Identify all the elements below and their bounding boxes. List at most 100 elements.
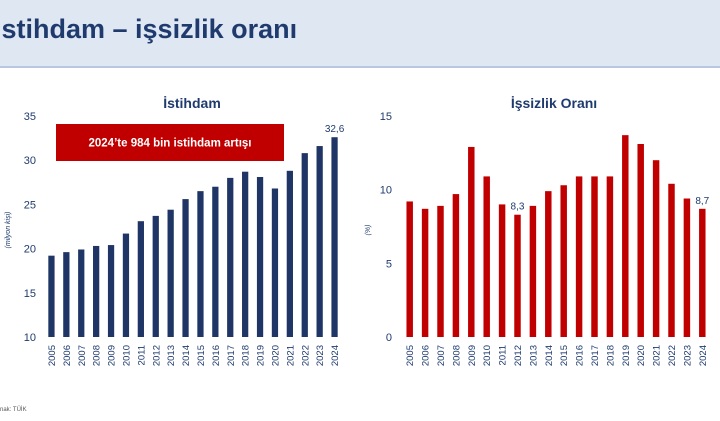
bar-2012	[152, 215, 159, 337]
bar-2009	[468, 146, 475, 337]
data-label: 8,3	[511, 202, 525, 213]
y-tick-label: 0	[386, 332, 392, 344]
x-tick-label: 2015	[559, 345, 570, 366]
bar-2024	[331, 137, 338, 337]
x-tick-label: 2020	[636, 345, 647, 366]
bar-2019	[256, 176, 264, 337]
bar-2006	[63, 252, 70, 337]
x-tick-label: 2008	[92, 345, 103, 366]
data-label: 32,6	[325, 124, 345, 135]
annotation-text: 2024’te 984 bin istihdam artışı	[89, 138, 252, 150]
title-bar-divider	[0, 66, 720, 68]
page-title: istihdam – işsizlik oranı	[0, 14, 298, 44]
x-tick-label: 2013	[166, 345, 177, 366]
bar-2008	[452, 194, 460, 337]
bar-2011	[498, 204, 506, 337]
x-tick-label: 2006	[62, 345, 73, 366]
x-tick-label: 2010	[482, 345, 493, 366]
bar-2023	[683, 198, 691, 337]
bar-2013	[167, 209, 174, 337]
y-tick-label: 15	[380, 111, 392, 123]
x-tick-label: 2016	[211, 345, 222, 366]
bar-2021	[286, 170, 293, 337]
x-tick-label: 2018	[241, 345, 252, 366]
title-bar	[0, 0, 720, 66]
bar-2011	[137, 221, 144, 337]
bar-2016	[212, 186, 219, 337]
y-tick-label: 10	[24, 332, 36, 344]
x-tick-label: 2023	[315, 345, 326, 366]
x-tick-label: 2012	[513, 345, 524, 366]
x-tick-label: 2022	[300, 345, 311, 366]
bar-2018	[606, 176, 614, 337]
x-tick-label: 2011	[136, 345, 147, 365]
bar-2016	[575, 176, 583, 337]
bar-2020	[637, 143, 644, 337]
bar-2005	[406, 201, 413, 337]
x-tick-label: 2020	[270, 345, 281, 366]
bar-2013	[529, 205, 537, 337]
x-tick-label: 2006	[421, 345, 432, 366]
x-tick-label: 2017	[226, 345, 237, 366]
x-tick-label: 2021	[652, 345, 663, 366]
x-tick-label: 2019	[256, 345, 267, 366]
bar-2023	[316, 146, 323, 337]
x-tick-label: 2005	[47, 345, 58, 366]
bar-2014	[182, 199, 189, 337]
data-label: 8,7	[695, 196, 709, 207]
bar-2020	[271, 188, 279, 337]
x-tick-label: 2022	[667, 345, 678, 366]
x-tick-label: 2011	[498, 345, 509, 365]
bar-2022	[668, 183, 675, 337]
y-tick-label: 15	[24, 288, 36, 300]
bar-2017	[591, 176, 598, 337]
y-tick-label: 5	[386, 258, 392, 270]
x-tick-label: 2019	[621, 345, 632, 366]
x-tick-label: 2007	[77, 345, 88, 366]
x-tick-label: 2024	[698, 345, 709, 366]
bar-2010	[122, 233, 130, 337]
x-tick-label: 2021	[285, 345, 296, 366]
x-tick-label: 2012	[151, 345, 162, 366]
bar-2005	[48, 255, 55, 337]
bar-2022	[301, 153, 308, 337]
x-tick-label: 2017	[590, 345, 601, 366]
bar-2012	[514, 214, 521, 337]
bar-2017	[227, 177, 234, 337]
x-tick-label: 2008	[451, 345, 462, 366]
bar-2006	[421, 208, 429, 337]
y-tick-label: 25	[24, 199, 36, 211]
chart-title: İşsizlik Oranı	[511, 95, 597, 111]
bar-2007	[78, 249, 85, 337]
x-tick-label: 2015	[196, 345, 207, 366]
bar-2015	[560, 185, 567, 337]
x-tick-label: 2023	[682, 345, 693, 366]
x-tick-label: 2007	[436, 345, 447, 366]
y-tick-label: 10	[380, 185, 392, 197]
bar-2015	[197, 191, 204, 337]
bar-2021	[652, 160, 660, 337]
x-tick-label: 2016	[575, 345, 586, 366]
y-tick-label: 30	[24, 155, 36, 167]
bar-2007	[437, 205, 444, 337]
y-axis-label: (%)	[365, 225, 372, 236]
x-tick-label: 2024	[330, 345, 341, 366]
x-tick-label: 2009	[107, 345, 118, 366]
bar-2018	[242, 171, 249, 337]
x-tick-label: 2014	[544, 345, 555, 366]
x-tick-label: 2010	[121, 345, 132, 366]
x-tick-label: 2005	[405, 345, 416, 366]
bar-2008	[93, 245, 100, 337]
chart-title: İstihdam	[163, 95, 221, 111]
bar-2009	[107, 245, 115, 337]
source-note: nak: TÜİK	[0, 407, 27, 413]
bar-2019	[622, 135, 629, 337]
y-tick-label: 20	[24, 244, 36, 256]
bar-2024	[699, 208, 706, 337]
x-tick-label: 2014	[181, 345, 192, 366]
x-tick-label: 2009	[467, 345, 478, 366]
x-tick-label: 2013	[528, 345, 539, 366]
x-tick-label: 2018	[605, 345, 616, 366]
